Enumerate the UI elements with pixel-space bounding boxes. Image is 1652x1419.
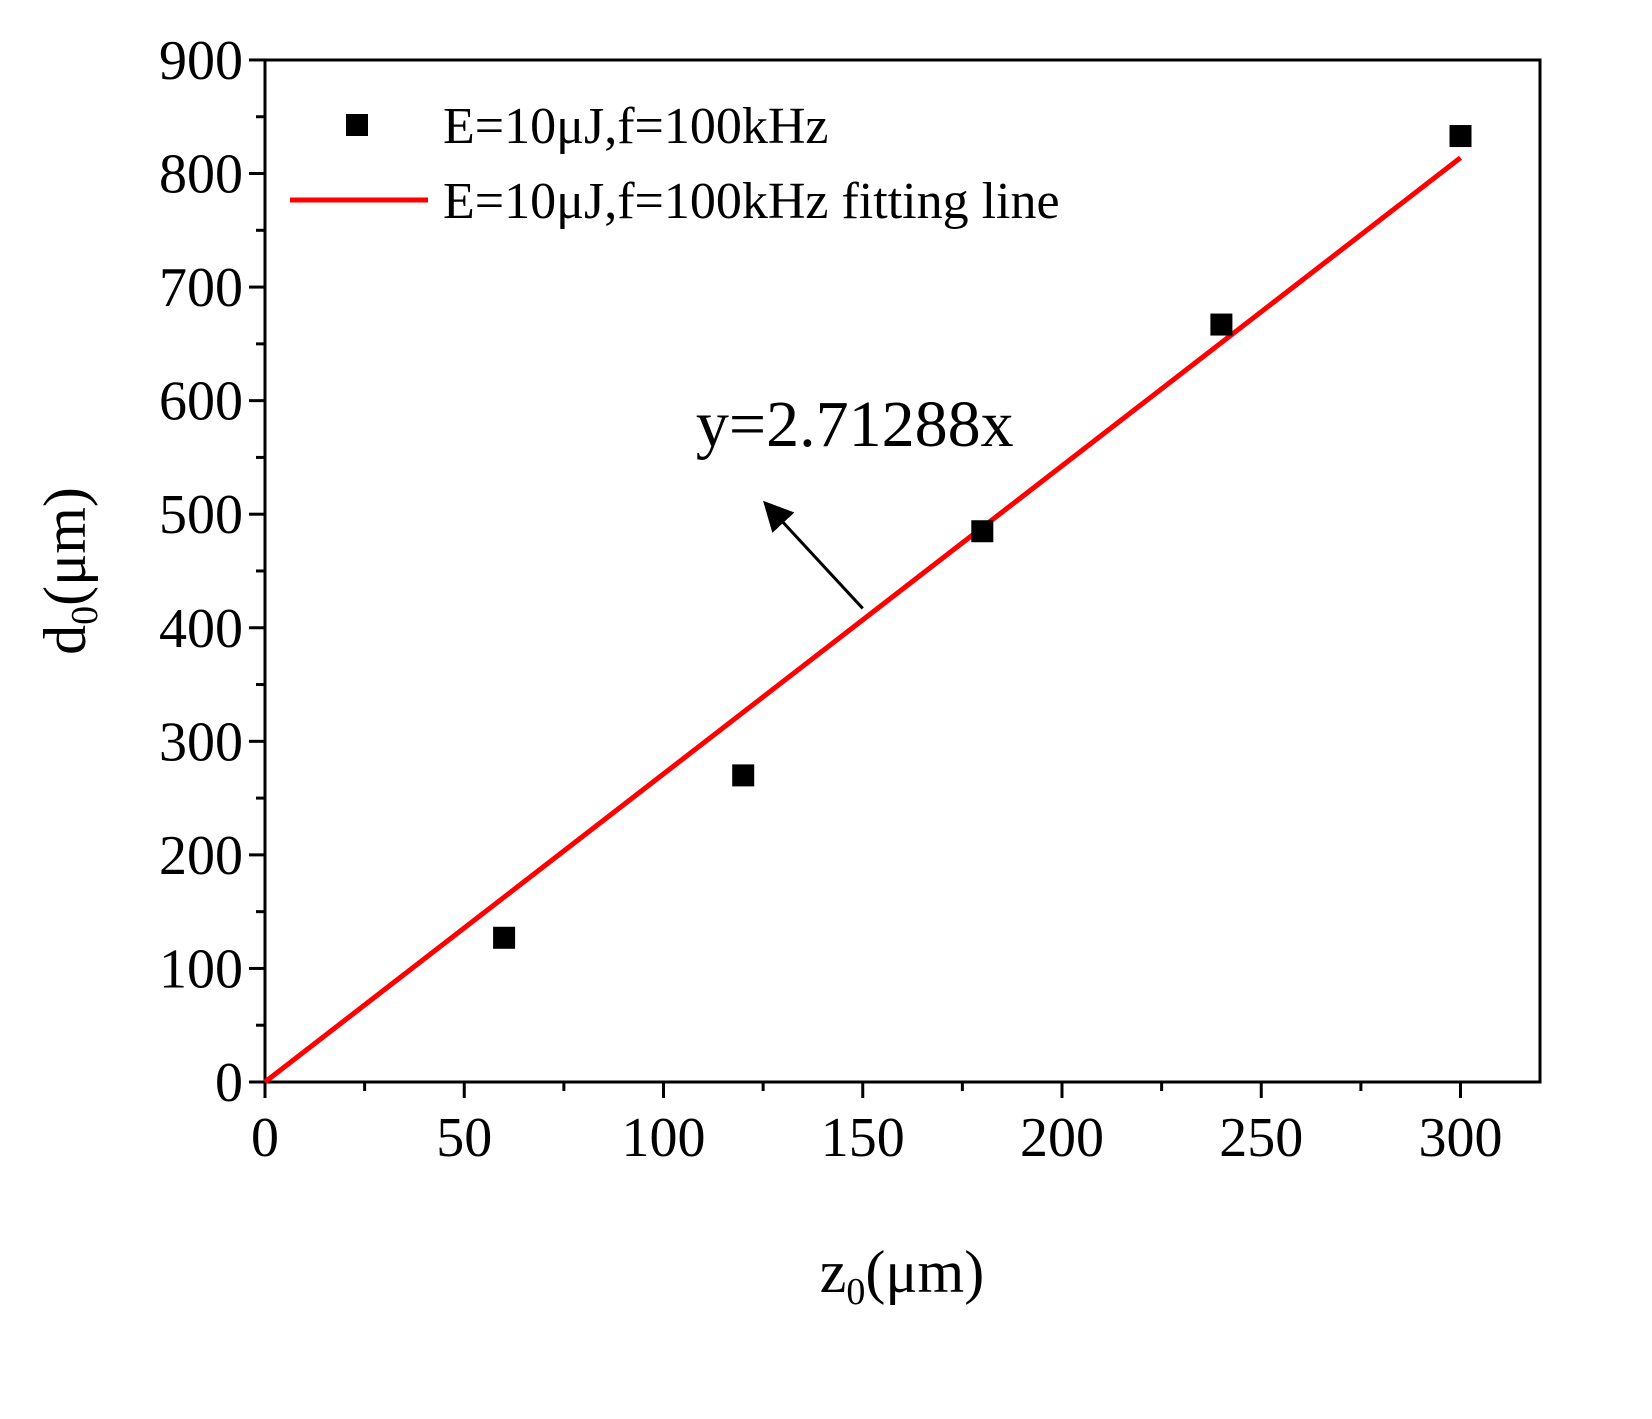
- x-tick-label: 250: [1219, 1107, 1303, 1169]
- fit-equation-annotation: y=2.71288x: [696, 388, 1014, 610]
- y-axis-title: d0(μm): [32, 487, 106, 655]
- annotation-arrow: [763, 500, 864, 610]
- y-tick-label: 0: [215, 1052, 243, 1114]
- x-tick-label: 100: [622, 1107, 706, 1169]
- x-tick-label: 0: [251, 1107, 279, 1169]
- y-tick-label: 600: [159, 371, 243, 433]
- x-axis-title-base: z: [820, 1239, 847, 1305]
- x-axis-title: z0(μm): [820, 1239, 984, 1313]
- legend-marker-square: [346, 114, 368, 136]
- data-point: [732, 764, 755, 787]
- y-tick-label: 800: [159, 144, 243, 206]
- x-tick-label: 200: [1020, 1107, 1104, 1169]
- data-point: [493, 926, 516, 949]
- scatter-series: [493, 125, 1472, 949]
- y-axis-title-unit: (μm): [32, 487, 98, 606]
- y-tick-label: 900: [159, 30, 243, 92]
- data-point: [1449, 125, 1472, 148]
- x-axis-title-unit: (μm): [865, 1239, 984, 1305]
- y-tick-label: 200: [159, 825, 243, 887]
- annotation-equation: y=2.71288x: [696, 388, 1014, 461]
- legend: E=10μJ,f=100kHz E=10μJ,f=100kHz fitting …: [290, 98, 1060, 230]
- axis-ticks: [249, 58, 1462, 1098]
- legend-label-fit: E=10μJ,f=100kHz fitting line: [443, 173, 1060, 230]
- y-tick-label: 700: [159, 257, 243, 319]
- y-tick-label: 400: [159, 598, 243, 660]
- y-axis-title-sub: 0: [64, 606, 106, 625]
- data-point: [1210, 313, 1233, 336]
- y-tick-label: 100: [159, 938, 243, 1000]
- fit-line: [263, 155, 1463, 1084]
- x-tick-label: 300: [1419, 1107, 1503, 1169]
- x-tick-label: 50: [436, 1107, 492, 1169]
- y-tick-label: 500: [159, 484, 243, 546]
- y-axis-title-base: d: [32, 625, 98, 655]
- y-tick-label: 300: [159, 711, 243, 773]
- x-tick-label: 150: [821, 1107, 905, 1169]
- axis-tick-labels: 0 50 100 150 200 250 300 0 100 200 300 400 500 600 700…: [159, 30, 1503, 1169]
- fitting-line-series: [263, 155, 1463, 1084]
- x-axis-title-sub: 0: [846, 1271, 865, 1313]
- legend-label-points: E=10μJ,f=100kHz: [443, 98, 828, 155]
- data-point: [971, 520, 994, 543]
